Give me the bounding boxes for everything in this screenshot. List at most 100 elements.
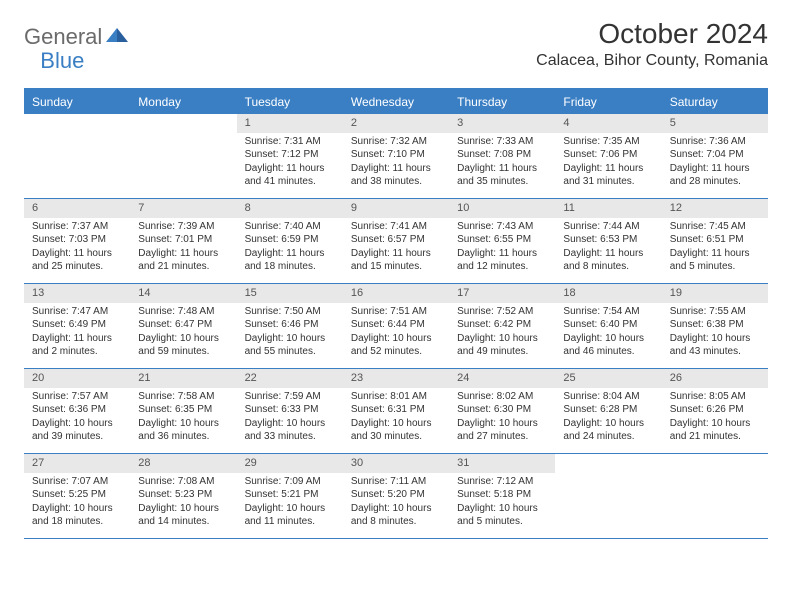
- day-cell: 31Sunrise: 7:12 AMSunset: 5:18 PMDayligh…: [449, 454, 555, 538]
- day-number: 16: [343, 284, 449, 303]
- day-cell: 13Sunrise: 7:47 AMSunset: 6:49 PMDayligh…: [24, 284, 130, 368]
- day-number: 20: [24, 369, 130, 388]
- day-cell: 21Sunrise: 7:58 AMSunset: 6:35 PMDayligh…: [130, 369, 236, 453]
- sunset-text: Sunset: 6:59 PM: [245, 233, 335, 247]
- sunset-text: Sunset: 5:21 PM: [245, 488, 335, 502]
- day-number: 25: [555, 369, 661, 388]
- day-cell: 28Sunrise: 7:08 AMSunset: 5:23 PMDayligh…: [130, 454, 236, 538]
- day-number: [555, 454, 661, 458]
- sunrise-text: Sunrise: 7:11 AM: [351, 475, 441, 489]
- day-number: 19: [662, 284, 768, 303]
- day-number: 22: [237, 369, 343, 388]
- daylight-text: Daylight: 10 hours and 11 minutes.: [245, 502, 335, 529]
- day-cell: 18Sunrise: 7:54 AMSunset: 6:40 PMDayligh…: [555, 284, 661, 368]
- day-body: Sunrise: 7:09 AMSunset: 5:21 PMDaylight:…: [237, 473, 343, 533]
- day-body: Sunrise: 8:05 AMSunset: 6:26 PMDaylight:…: [662, 388, 768, 448]
- day-body: Sunrise: 7:51 AMSunset: 6:44 PMDaylight:…: [343, 303, 449, 363]
- day-cell: 23Sunrise: 8:01 AMSunset: 6:31 PMDayligh…: [343, 369, 449, 453]
- day-cell: 14Sunrise: 7:48 AMSunset: 6:47 PMDayligh…: [130, 284, 236, 368]
- month-title: October 2024: [536, 18, 768, 50]
- day-number: 2: [343, 114, 449, 133]
- day-number: 26: [662, 369, 768, 388]
- day-cell: 17Sunrise: 7:52 AMSunset: 6:42 PMDayligh…: [449, 284, 555, 368]
- day-body: Sunrise: 7:07 AMSunset: 5:25 PMDaylight:…: [24, 473, 130, 533]
- sunrise-text: Sunrise: 7:50 AM: [245, 305, 335, 319]
- daylight-text: Daylight: 11 hours and 2 minutes.: [32, 332, 122, 359]
- day-cell-empty: [130, 114, 236, 198]
- sunset-text: Sunset: 6:33 PM: [245, 403, 335, 417]
- day-body: Sunrise: 7:45 AMSunset: 6:51 PMDaylight:…: [662, 218, 768, 278]
- daylight-text: Daylight: 11 hours and 31 minutes.: [563, 162, 653, 189]
- day-body: Sunrise: 7:11 AMSunset: 5:20 PMDaylight:…: [343, 473, 449, 533]
- week-row: 6Sunrise: 7:37 AMSunset: 7:03 PMDaylight…: [24, 199, 768, 284]
- day-body: Sunrise: 7:32 AMSunset: 7:10 PMDaylight:…: [343, 133, 449, 193]
- day-body: Sunrise: 7:52 AMSunset: 6:42 PMDaylight:…: [449, 303, 555, 363]
- day-body: Sunrise: 7:39 AMSunset: 7:01 PMDaylight:…: [130, 218, 236, 278]
- sunset-text: Sunset: 6:46 PM: [245, 318, 335, 332]
- sunrise-text: Sunrise: 7:47 AM: [32, 305, 122, 319]
- sunrise-text: Sunrise: 7:51 AM: [351, 305, 441, 319]
- day-number: 23: [343, 369, 449, 388]
- daylight-text: Daylight: 11 hours and 5 minutes.: [670, 247, 760, 274]
- day-number: 15: [237, 284, 343, 303]
- sunset-text: Sunset: 6:28 PM: [563, 403, 653, 417]
- day-cell: 27Sunrise: 7:07 AMSunset: 5:25 PMDayligh…: [24, 454, 130, 538]
- sunset-text: Sunset: 7:03 PM: [32, 233, 122, 247]
- day-cell: 11Sunrise: 7:44 AMSunset: 6:53 PMDayligh…: [555, 199, 661, 283]
- day-number: 5: [662, 114, 768, 133]
- sunrise-text: Sunrise: 7:44 AM: [563, 220, 653, 234]
- sunset-text: Sunset: 7:04 PM: [670, 148, 760, 162]
- sunset-text: Sunset: 6:36 PM: [32, 403, 122, 417]
- day-number: 1: [237, 114, 343, 133]
- sunset-text: Sunset: 7:12 PM: [245, 148, 335, 162]
- week-row: 20Sunrise: 7:57 AMSunset: 6:36 PMDayligh…: [24, 369, 768, 454]
- daylight-text: Daylight: 10 hours and 21 minutes.: [670, 417, 760, 444]
- daylight-text: Daylight: 11 hours and 28 minutes.: [670, 162, 760, 189]
- daylight-text: Daylight: 10 hours and 49 minutes.: [457, 332, 547, 359]
- day-cell: 16Sunrise: 7:51 AMSunset: 6:44 PMDayligh…: [343, 284, 449, 368]
- daylight-text: Daylight: 10 hours and 8 minutes.: [351, 502, 441, 529]
- logo-text-blue: Blue: [40, 48, 84, 74]
- day-number: 28: [130, 454, 236, 473]
- sunrise-text: Sunrise: 7:31 AM: [245, 135, 335, 149]
- daylight-text: Daylight: 10 hours and 55 minutes.: [245, 332, 335, 359]
- daylight-text: Daylight: 11 hours and 8 minutes.: [563, 247, 653, 274]
- sunset-text: Sunset: 6:26 PM: [670, 403, 760, 417]
- day-cell: 15Sunrise: 7:50 AMSunset: 6:46 PMDayligh…: [237, 284, 343, 368]
- day-body: Sunrise: 7:08 AMSunset: 5:23 PMDaylight:…: [130, 473, 236, 533]
- day-cell: 2Sunrise: 7:32 AMSunset: 7:10 PMDaylight…: [343, 114, 449, 198]
- daylight-text: Daylight: 10 hours and 52 minutes.: [351, 332, 441, 359]
- day-number: 7: [130, 199, 236, 218]
- day-number: 8: [237, 199, 343, 218]
- sunrise-text: Sunrise: 7:07 AM: [32, 475, 122, 489]
- sunrise-text: Sunrise: 7:59 AM: [245, 390, 335, 404]
- sunrise-text: Sunrise: 7:43 AM: [457, 220, 547, 234]
- sunrise-text: Sunrise: 7:58 AM: [138, 390, 228, 404]
- day-cell: 10Sunrise: 7:43 AMSunset: 6:55 PMDayligh…: [449, 199, 555, 283]
- day-body: Sunrise: 7:57 AMSunset: 6:36 PMDaylight:…: [24, 388, 130, 448]
- daylight-text: Daylight: 10 hours and 24 minutes.: [563, 417, 653, 444]
- day-body: Sunrise: 7:59 AMSunset: 6:33 PMDaylight:…: [237, 388, 343, 448]
- day-body: Sunrise: 7:41 AMSunset: 6:57 PMDaylight:…: [343, 218, 449, 278]
- day-body: Sunrise: 7:44 AMSunset: 6:53 PMDaylight:…: [555, 218, 661, 278]
- day-number: 10: [449, 199, 555, 218]
- day-body: Sunrise: 7:50 AMSunset: 6:46 PMDaylight:…: [237, 303, 343, 363]
- daylight-text: Daylight: 10 hours and 46 minutes.: [563, 332, 653, 359]
- sunrise-text: Sunrise: 7:57 AM: [32, 390, 122, 404]
- sunrise-text: Sunrise: 7:45 AM: [670, 220, 760, 234]
- daylight-text: Daylight: 10 hours and 33 minutes.: [245, 417, 335, 444]
- day-body: Sunrise: 7:36 AMSunset: 7:04 PMDaylight:…: [662, 133, 768, 193]
- week-row: 1Sunrise: 7:31 AMSunset: 7:12 PMDaylight…: [24, 114, 768, 199]
- day-cell: 24Sunrise: 8:02 AMSunset: 6:30 PMDayligh…: [449, 369, 555, 453]
- day-number: [662, 454, 768, 458]
- sunset-text: Sunset: 6:57 PM: [351, 233, 441, 247]
- day-number: [130, 114, 236, 118]
- day-number: 17: [449, 284, 555, 303]
- day-number: 24: [449, 369, 555, 388]
- sunset-text: Sunset: 6:44 PM: [351, 318, 441, 332]
- day-body: Sunrise: 8:04 AMSunset: 6:28 PMDaylight:…: [555, 388, 661, 448]
- daylight-text: Daylight: 11 hours and 21 minutes.: [138, 247, 228, 274]
- daylight-text: Daylight: 10 hours and 14 minutes.: [138, 502, 228, 529]
- daylight-text: Daylight: 11 hours and 41 minutes.: [245, 162, 335, 189]
- sunrise-text: Sunrise: 7:54 AM: [563, 305, 653, 319]
